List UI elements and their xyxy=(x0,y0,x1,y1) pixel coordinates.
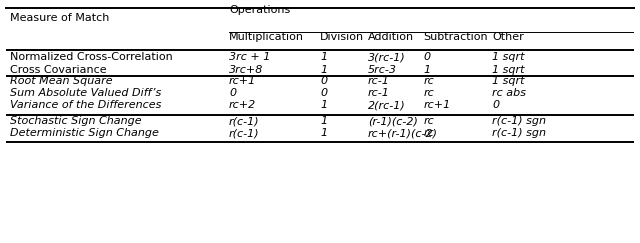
Text: r(c-1) sgn: r(c-1) sgn xyxy=(493,116,547,126)
Text: 0: 0 xyxy=(424,52,431,62)
Text: Normalized Cross-Correlation: Normalized Cross-Correlation xyxy=(10,52,172,62)
Text: rc-1: rc-1 xyxy=(367,88,390,98)
Text: 1 sqrt: 1 sqrt xyxy=(493,77,525,87)
Text: Sum Absolute Valued Diff’s: Sum Absolute Valued Diff’s xyxy=(10,88,161,98)
Text: 1: 1 xyxy=(320,116,327,126)
Text: 0: 0 xyxy=(229,88,236,98)
Text: r(c-1): r(c-1) xyxy=(229,116,260,126)
Text: 5rc-3: 5rc-3 xyxy=(367,65,397,75)
Text: (r-1)(c-2): (r-1)(c-2) xyxy=(367,116,417,126)
Text: 0: 0 xyxy=(320,77,327,87)
Text: 1: 1 xyxy=(320,100,327,110)
Text: Subtraction: Subtraction xyxy=(424,32,488,42)
Text: Multiplication: Multiplication xyxy=(229,32,304,42)
Text: 0: 0 xyxy=(493,100,500,110)
Text: Root Mean Square: Root Mean Square xyxy=(10,77,112,87)
Text: rc: rc xyxy=(424,116,434,126)
Text: rc: rc xyxy=(424,88,434,98)
Text: 1: 1 xyxy=(320,52,327,62)
Text: rc+2: rc+2 xyxy=(229,100,256,110)
Text: rc+(r-1)(c-2): rc+(r-1)(c-2) xyxy=(367,128,438,139)
Text: Addition: Addition xyxy=(367,32,414,42)
Text: rc abs: rc abs xyxy=(493,88,527,98)
Text: 1 sqrt: 1 sqrt xyxy=(493,52,525,62)
Text: 3rc + 1: 3rc + 1 xyxy=(229,52,271,62)
Text: Operations: Operations xyxy=(229,5,291,15)
Text: 1: 1 xyxy=(320,65,327,75)
Text: Other: Other xyxy=(493,32,524,42)
Text: Stochastic Sign Change: Stochastic Sign Change xyxy=(10,116,141,126)
Text: rc: rc xyxy=(424,77,434,87)
Text: 1: 1 xyxy=(424,65,431,75)
Text: Cross Covariance: Cross Covariance xyxy=(10,65,106,75)
Text: 1 sqrt: 1 sqrt xyxy=(493,65,525,75)
Text: rc+1: rc+1 xyxy=(424,100,451,110)
Text: 3(rc-1): 3(rc-1) xyxy=(367,52,405,62)
Text: 0: 0 xyxy=(320,88,327,98)
Text: rc-1: rc-1 xyxy=(367,77,390,87)
Text: Measure of Match: Measure of Match xyxy=(10,13,109,23)
Text: Deterministic Sign Change: Deterministic Sign Change xyxy=(10,128,159,139)
Text: 1: 1 xyxy=(320,128,327,139)
Text: 3rc+8: 3rc+8 xyxy=(229,65,264,75)
Text: Variance of the Differences: Variance of the Differences xyxy=(10,100,161,110)
Text: Division: Division xyxy=(320,32,364,42)
Text: r(c-1) sgn: r(c-1) sgn xyxy=(493,128,547,139)
Text: r(c-1): r(c-1) xyxy=(229,128,260,139)
Text: rc: rc xyxy=(424,128,434,139)
Text: 2(rc-1): 2(rc-1) xyxy=(367,100,405,110)
Text: rc+1: rc+1 xyxy=(229,77,256,87)
